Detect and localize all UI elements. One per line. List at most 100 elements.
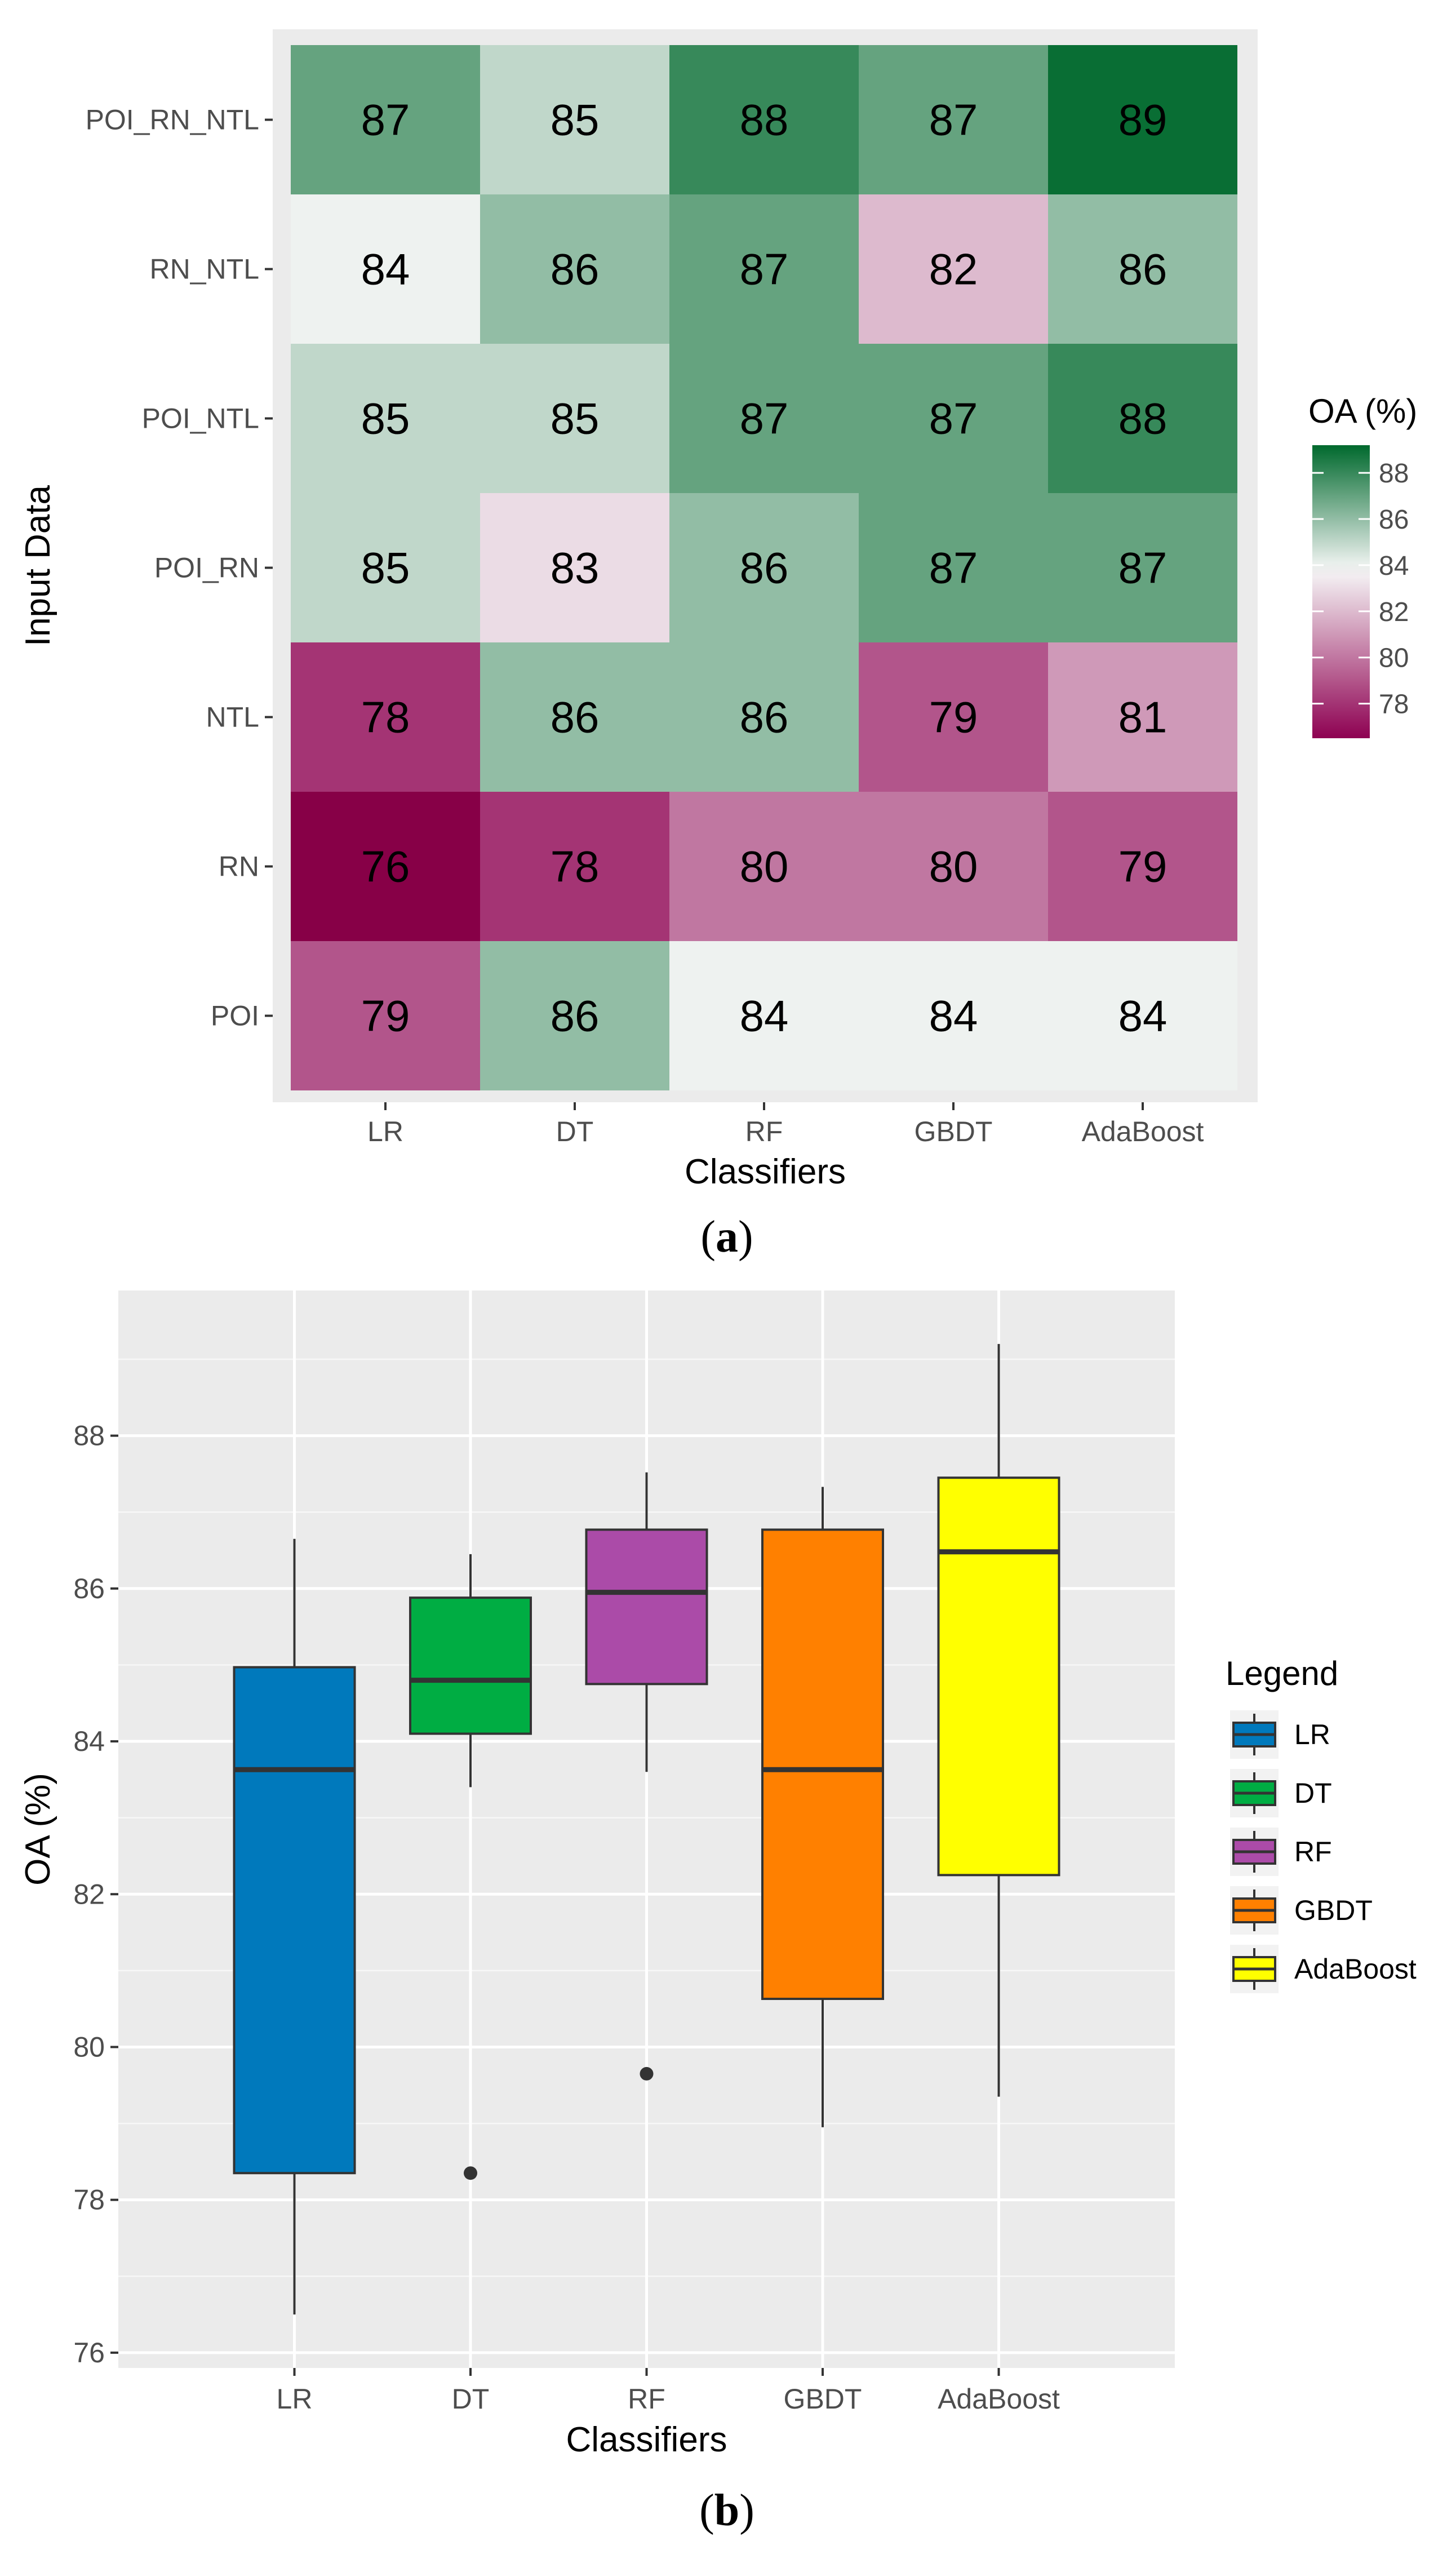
x-tick-label: AdaBoost	[938, 2383, 1060, 2415]
heatmap-cell	[859, 792, 1048, 941]
heatmap-cell-label: 87	[929, 543, 978, 593]
heatmap-cell-label: 85	[361, 543, 410, 593]
heatmap-cell	[859, 45, 1048, 194]
heatmap-cell	[480, 344, 669, 493]
y-tick-label: POI_RN	[154, 552, 259, 584]
heatmap-cell	[291, 45, 480, 194]
heatmap-cell	[291, 493, 480, 642]
y-tick-label: RN	[219, 851, 259, 882]
box	[937, 1476, 1060, 1877]
box	[585, 1528, 708, 1686]
boxplot-panel: 76 78 80 82 84 86 88 LR DT RF GBDT AdaBoost Classifi…	[19, 1290, 1417, 2459]
heatmap-cell	[669, 941, 859, 1090]
heatmap-cell	[291, 642, 480, 792]
panel-label-a: (a)	[700, 1212, 753, 1262]
heatmap-cell	[669, 642, 859, 792]
colorbar-tick-label: 80	[1379, 644, 1409, 673]
y-tick-label: 86	[73, 1573, 105, 1604]
heatmap-cell	[1048, 344, 1237, 493]
heatmap-cell-label: 87	[740, 394, 789, 443]
y-tick-label: 78	[73, 2184, 105, 2216]
heatmap-cell	[1048, 45, 1237, 194]
x-tick-label: RF	[745, 1116, 783, 1147]
heatmap-cell-label: 86	[740, 693, 789, 742]
y-axis-title: OA (%)	[19, 1773, 57, 1886]
heatmap-cell-label: 79	[929, 693, 978, 742]
x-tick-label: DT	[452, 2383, 490, 2415]
colorbar-title: OA (%)	[1308, 392, 1417, 430]
heatmap-cell-label: 87	[1118, 543, 1168, 593]
x-tick-label: RF	[628, 2383, 665, 2415]
heatmap-cell	[669, 194, 859, 344]
heatmap-cell	[480, 941, 669, 1090]
heatmap-cell-label: 86	[740, 543, 789, 593]
heatmap-cell	[859, 941, 1048, 1090]
panel-label-b: (b)	[699, 2486, 754, 2535]
heatmap-cell-label: 85	[551, 394, 600, 443]
x-axis-title: Classifiers	[685, 1152, 846, 1191]
heatmap-cell	[669, 344, 859, 493]
heatmap-cell	[859, 493, 1048, 642]
y-axis-title: Input Data	[19, 485, 57, 646]
heatmap-cell-label: 79	[361, 991, 410, 1041]
legend-label: AdaBoost	[1294, 1953, 1417, 1985]
outlier-point	[640, 2066, 654, 2081]
x-tick-label: GBDT	[784, 2383, 862, 2415]
heatmap-cell	[669, 792, 859, 941]
heatmap-cell	[859, 642, 1048, 792]
box	[409, 1596, 532, 1735]
heatmap-cell	[480, 642, 669, 792]
y-tick-label: 82	[73, 1878, 105, 1910]
legend-label: GBDT	[1294, 1895, 1373, 1926]
colorbar-tick-label: 82	[1379, 597, 1409, 627]
legend-title: Legend	[1226, 1655, 1338, 1692]
heatmap-cell-label: 85	[551, 95, 600, 145]
y-tick-label: NTL	[206, 702, 259, 733]
heatmap-cell	[1048, 642, 1237, 792]
colorbar-tick-label: 84	[1379, 551, 1409, 581]
heatmap-cell	[291, 792, 480, 941]
heatmap-cell-label: 87	[361, 95, 410, 145]
x-tick-label: AdaBoost	[1082, 1116, 1204, 1147]
heatmap-cell-label: 84	[1118, 991, 1168, 1041]
heatmap-cell	[291, 941, 480, 1090]
heatmap-cell-label: 84	[361, 245, 410, 294]
heatmap-cell	[480, 493, 669, 642]
heatmap-cell-label: 82	[929, 245, 978, 294]
heatmap-cell-label: 86	[551, 991, 600, 1041]
y-tick-label: POI_RN_NTL	[86, 104, 259, 136]
heatmap-cell-label: 87	[929, 95, 978, 145]
heatmap-cell	[1048, 941, 1237, 1090]
heatmap-cell	[1048, 792, 1237, 941]
x-axis-title: Classifiers	[566, 2420, 727, 2459]
legend-label: DT	[1294, 1777, 1332, 1809]
heatmap-panel: 87 85 88 87 89 84 86 87 82 86 85 85 87 87 88 85 83 86 87 87…	[19, 29, 1417, 1191]
heatmap-cell-label: 86	[551, 693, 600, 742]
heatmap-cell	[669, 493, 859, 642]
x-tick-label: GBDT	[915, 1116, 993, 1147]
legend-label: LR	[1294, 1719, 1330, 1750]
heatmap-cell-label: 83	[551, 543, 600, 593]
heatmap-cell-label: 87	[740, 245, 789, 294]
y-tick-label: POI_NTL	[142, 403, 259, 434]
heatmap-cell-label: 79	[1118, 842, 1168, 892]
heatmap-cell-label: 84	[740, 991, 789, 1041]
x-tick-label: DT	[556, 1116, 594, 1147]
heatmap-cell-label: 88	[740, 95, 789, 145]
colorbar	[1312, 445, 1370, 738]
colorbar-tick-label: 88	[1379, 459, 1409, 489]
heatmap-cell	[859, 194, 1048, 344]
heatmap-cell-label: 84	[929, 991, 978, 1041]
heatmap-cell	[291, 344, 480, 493]
heatmap-cell	[291, 194, 480, 344]
y-tick-label: RN_NTL	[150, 254, 259, 285]
heatmap-cell-label: 80	[929, 842, 978, 892]
y-tick-label: 80	[73, 2031, 105, 2063]
heatmap-cell-label: 88	[1118, 394, 1168, 443]
heatmap-cell	[669, 45, 859, 194]
y-tick-label: 76	[73, 2337, 105, 2369]
heatmap-cell-label: 89	[1118, 95, 1168, 145]
legend-label: RF	[1294, 1836, 1332, 1868]
outlier-point	[464, 2166, 477, 2180]
colorbar-tick-label: 86	[1379, 505, 1409, 535]
